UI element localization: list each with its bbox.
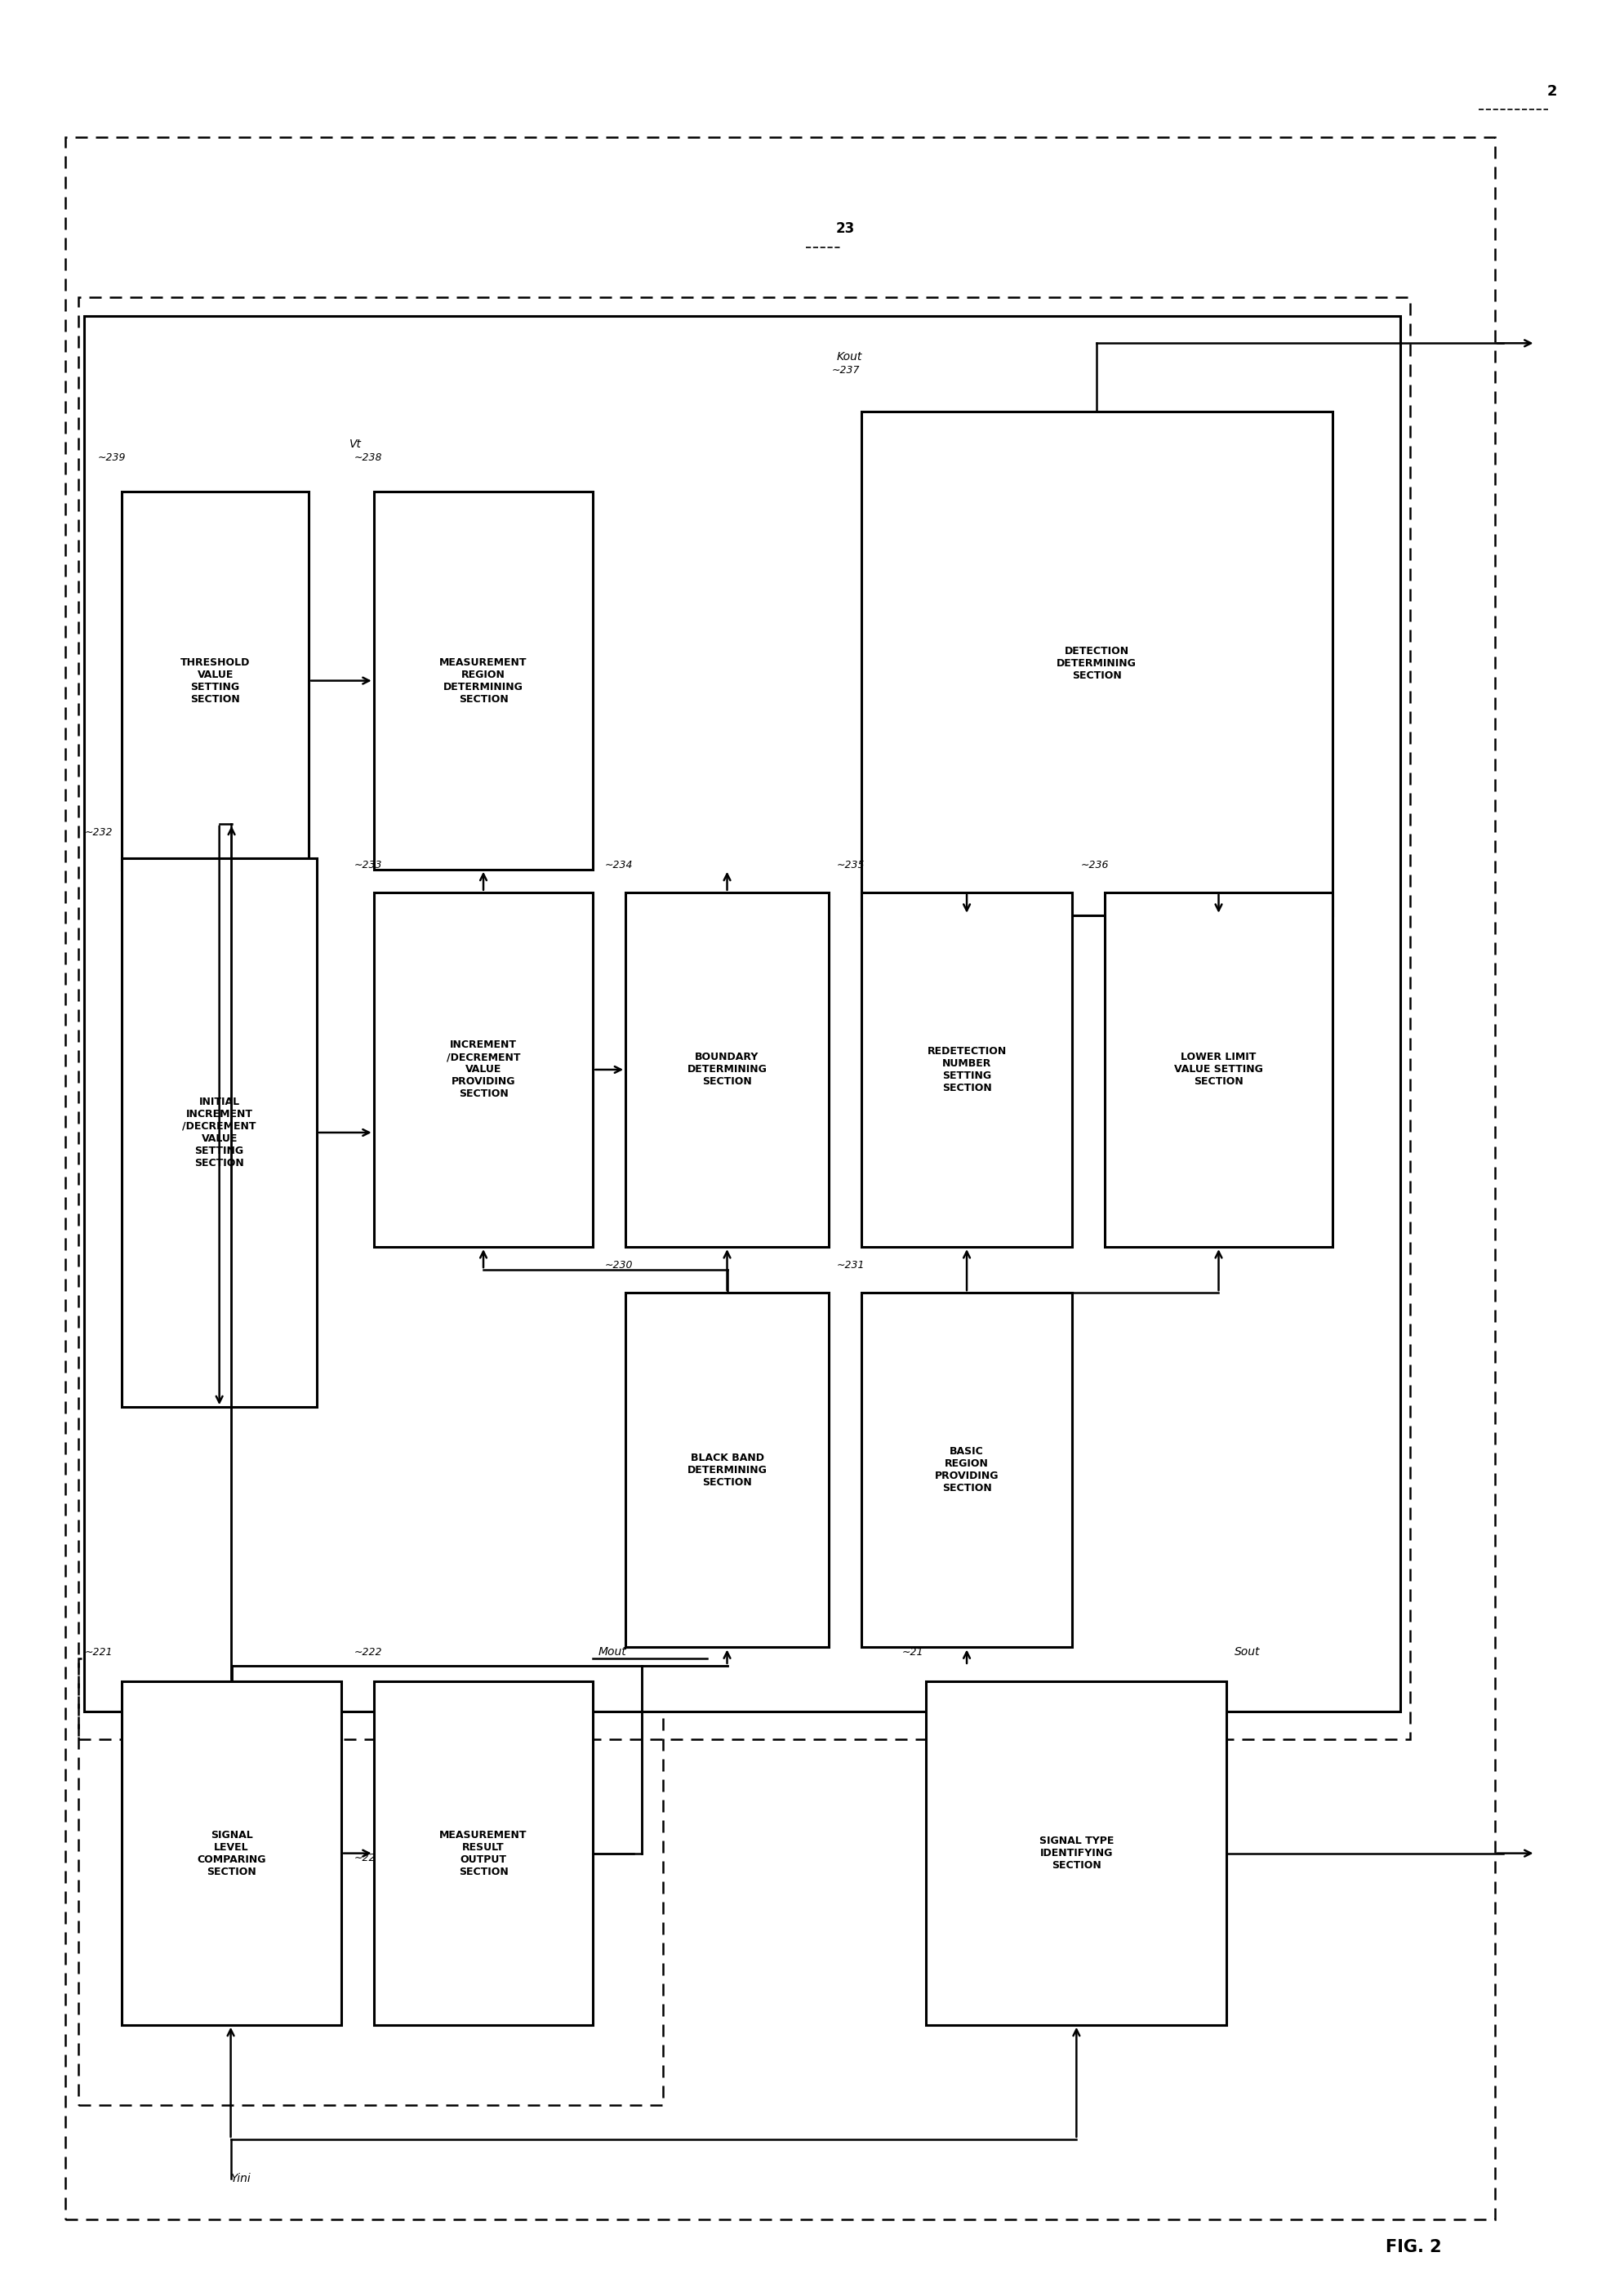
Bar	[1104, 892, 1332, 1247]
Bar	[122, 1682, 341, 2025]
Text: ∼236: ∼236	[1080, 860, 1108, 869]
Text: BOUNDARY
DETERMINING
SECTION: BOUNDARY DETERMINING SECTION	[687, 1052, 767, 1087]
Text: SIGNAL TYPE
IDENTIFYING
SECTION: SIGNAL TYPE IDENTIFYING SECTION	[1039, 1835, 1112, 1872]
Text: ∼232: ∼232	[84, 828, 112, 837]
Text: ∼237: ∼237	[831, 366, 859, 375]
Bar	[625, 892, 828, 1247]
Text: THRESHOLD
VALUE
SETTING
SECTION: THRESHOLD VALUE SETTING SECTION	[180, 657, 250, 705]
Text: ∼233: ∼233	[354, 860, 382, 869]
Bar	[374, 1682, 593, 2025]
Text: FIG. 2: FIG. 2	[1385, 2238, 1440, 2256]
Text: ∼235: ∼235	[836, 860, 864, 869]
Bar	[122, 858, 317, 1407]
Text: Sout: Sout	[1234, 1647, 1260, 1657]
Text: ∼231: ∼231	[836, 1261, 864, 1270]
Text: DETECTION
DETERMINING
SECTION: DETECTION DETERMINING SECTION	[1056, 645, 1137, 682]
Bar	[65, 137, 1494, 2219]
Text: Vt: Vt	[349, 439, 362, 448]
Bar	[926, 1682, 1226, 2025]
Text: MEASUREMENT
REGION
DETERMINING
SECTION: MEASUREMENT REGION DETERMINING SECTION	[438, 657, 528, 705]
Text: 23: 23	[835, 222, 854, 236]
Text: Yini: Yini	[231, 2174, 250, 2183]
Bar	[625, 1293, 828, 1647]
Text: INCREMENT
/DECREMENT
VALUE
PROVIDING
SECTION: INCREMENT /DECREMENT VALUE PROVIDING SEC…	[447, 1039, 520, 1101]
Text: ∼21: ∼21	[901, 1647, 922, 1657]
Text: ∼221: ∼221	[84, 1647, 112, 1657]
Text: ∼238: ∼238	[354, 453, 382, 462]
Bar	[374, 492, 593, 869]
Bar	[78, 1659, 663, 2105]
Text: SIGNAL
LEVEL
COMPARING
SECTION: SIGNAL LEVEL COMPARING SECTION	[197, 1830, 266, 1876]
Bar	[78, 297, 1410, 1739]
Text: BLACK BAND
DETERMINING
SECTION: BLACK BAND DETERMINING SECTION	[687, 1453, 767, 1487]
Bar	[84, 316, 1400, 1711]
Text: ∼22: ∼22	[354, 1853, 375, 1862]
Text: INITIAL
INCREMENT
/DECREMENT
VALUE
SETTING
SECTION: INITIAL INCREMENT /DECREMENT VALUE SETTI…	[182, 1096, 257, 1169]
Text: Kout: Kout	[836, 352, 862, 362]
Text: ∼222: ∼222	[354, 1647, 382, 1657]
Text: LOWER LIMIT
VALUE SETTING
SECTION: LOWER LIMIT VALUE SETTING SECTION	[1174, 1052, 1262, 1087]
Text: ∼230: ∼230	[604, 1261, 632, 1270]
Text: Mout: Mout	[598, 1647, 625, 1657]
Text: 2: 2	[1546, 85, 1556, 98]
Text: ∼239: ∼239	[97, 453, 125, 462]
Text: BASIC
REGION
PROVIDING
SECTION: BASIC REGION PROVIDING SECTION	[934, 1446, 999, 1494]
Bar	[861, 1293, 1072, 1647]
Bar	[122, 492, 309, 869]
Text: MEASUREMENT
RESULT
OUTPUT
SECTION: MEASUREMENT RESULT OUTPUT SECTION	[438, 1830, 528, 1876]
Bar	[861, 412, 1332, 915]
Bar	[374, 892, 593, 1247]
Text: REDETECTION
NUMBER
SETTING
SECTION: REDETECTION NUMBER SETTING SECTION	[927, 1046, 1005, 1094]
Text: ∼234: ∼234	[604, 860, 632, 869]
Bar	[861, 892, 1072, 1247]
